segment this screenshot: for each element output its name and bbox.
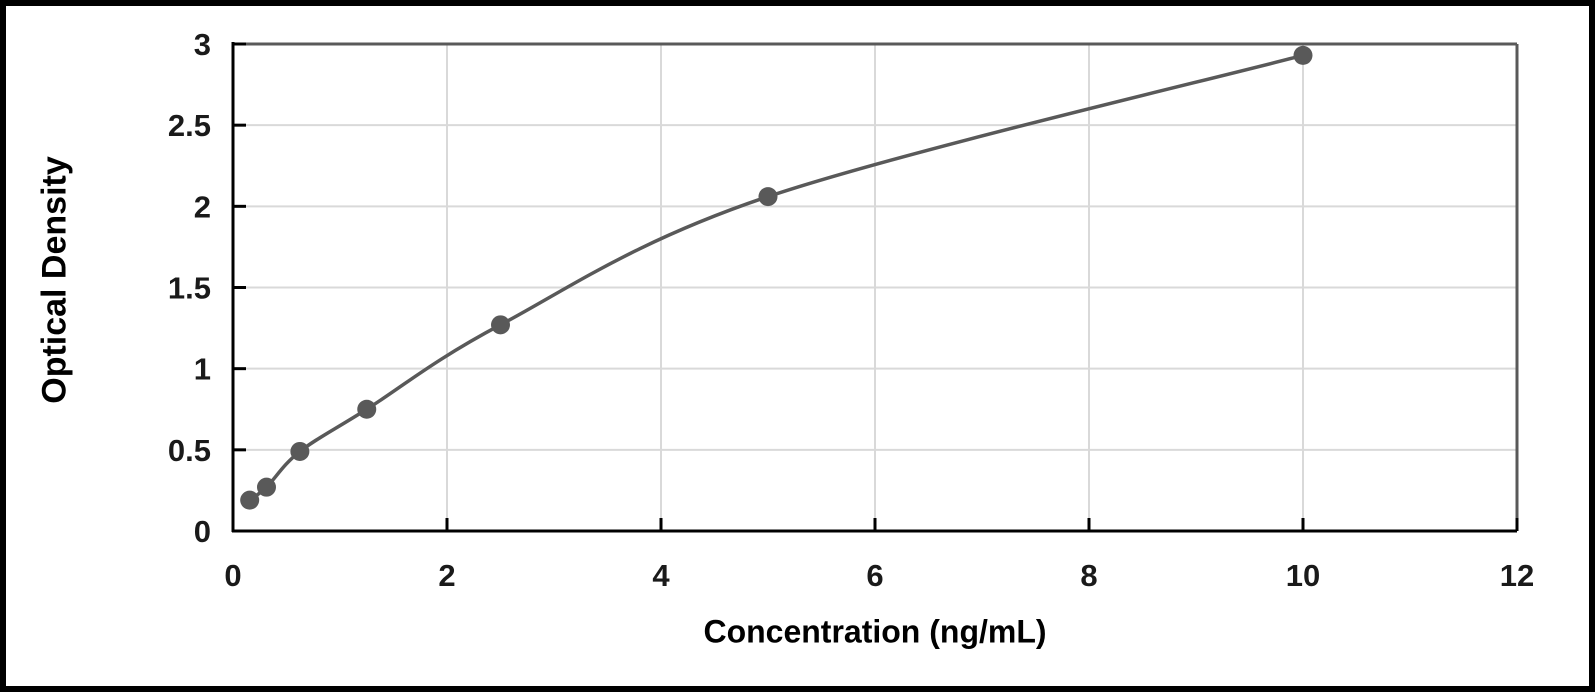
y-tick-label: 1 (194, 352, 211, 387)
standard-curve-line (247, 53, 1305, 502)
data-point-marker (240, 490, 260, 510)
x-tick-label: 6 (866, 558, 883, 593)
y-tick-label: 2 (194, 189, 211, 224)
x-tick-label: 10 (1286, 558, 1320, 593)
x-tick-label: 4 (652, 558, 670, 593)
data-point-marker (357, 399, 377, 419)
y-tick-label: 3 (194, 27, 211, 62)
x-tick-label: 12 (1500, 558, 1534, 593)
x-tick-label: 2 (438, 558, 455, 593)
x-tick-label: 8 (1080, 558, 1097, 593)
x-axis-title: Concentration (ng/mL) (703, 613, 1047, 650)
x-tick-label: 0 (224, 558, 241, 593)
y-tick-label: 2.5 (168, 108, 211, 143)
y-tick-label: 0.5 (168, 433, 211, 468)
y-tick-label: 1.5 (168, 271, 211, 306)
data-point-marker (290, 441, 310, 461)
data-point-marker (256, 477, 276, 497)
data-point-marker (1293, 45, 1313, 65)
y-tick-label: 0 (194, 514, 211, 549)
data-point-marker (758, 187, 778, 207)
data-point-marker (491, 315, 510, 335)
y-axis-title: Optical Density (35, 156, 74, 404)
